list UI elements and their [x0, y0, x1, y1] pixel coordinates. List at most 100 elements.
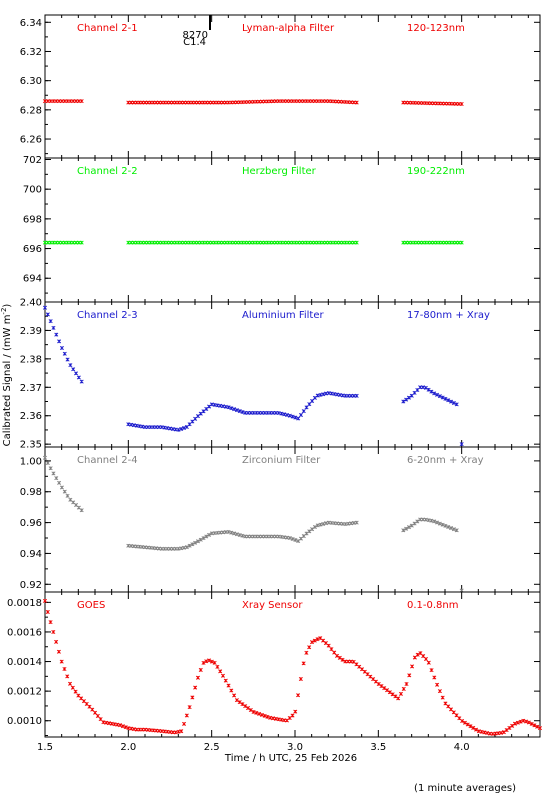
data-point — [354, 520, 359, 525]
panel-band-label: 17-80nm + Xray — [407, 310, 490, 321]
y-axis-label-main: Calibrated Signal / (mW m — [2, 315, 13, 447]
data-point — [68, 363, 73, 368]
data-point — [521, 718, 526, 723]
data-point — [226, 683, 231, 688]
data-point — [468, 724, 473, 729]
data-point — [293, 415, 298, 420]
data-point — [243, 704, 248, 709]
data-point — [385, 688, 390, 693]
data-point — [459, 442, 464, 447]
data-point — [184, 713, 189, 718]
data-point — [454, 713, 459, 718]
data-point — [195, 539, 200, 544]
data-point — [499, 730, 504, 735]
panel-band-label: 120-123nm — [407, 23, 465, 34]
data-point — [90, 707, 95, 712]
data-point — [404, 397, 409, 402]
data-point — [301, 409, 306, 414]
panel-filter-label: Zirconium Filter — [242, 455, 321, 466]
data-point — [298, 676, 303, 682]
panel-frame — [44, 591, 541, 738]
panel-frame — [44, 301, 541, 448]
data-point — [51, 629, 56, 635]
data-point — [209, 659, 214, 664]
data-point — [301, 661, 306, 666]
data-point — [409, 393, 414, 398]
data-point — [407, 673, 412, 678]
data-point — [354, 240, 359, 245]
data-point — [229, 406, 234, 411]
data-point — [471, 725, 476, 730]
panel-frame — [44, 446, 541, 593]
panel-band-label: 190-222nm — [407, 166, 465, 177]
data-point — [204, 534, 209, 539]
y-tick-label: 0.0018 — [7, 598, 42, 609]
data-point — [310, 527, 315, 532]
y-tick-label: 2.35 — [20, 440, 42, 451]
data-point — [315, 637, 320, 642]
x-tick-label: 3.5 — [370, 742, 386, 753]
data-point — [176, 427, 181, 432]
data-point — [309, 640, 314, 645]
panel-4: 0.92 0.94 0.96 0.98 1.00 Channel 2-4 Zirconium… — [20, 446, 541, 593]
panel-channel-label: Channel 2-3 — [77, 310, 138, 321]
data-point — [179, 426, 184, 431]
data-point — [440, 695, 445, 700]
data-point — [42, 455, 48, 460]
data-point — [401, 686, 406, 691]
y-tick-label: 702 — [23, 155, 42, 166]
data-point — [429, 668, 434, 673]
data-point — [237, 700, 242, 705]
data-point — [379, 684, 384, 689]
panel-5: 0.0010 0.0012 0.0014 0.0016 0.0018 GOES Xray S… — [7, 591, 543, 753]
data-point — [429, 389, 434, 394]
data-point — [182, 721, 187, 726]
data-point — [451, 527, 456, 532]
data-point — [524, 719, 529, 724]
data-point — [65, 357, 70, 362]
panel-filter-label: Herzberg Filter — [242, 166, 317, 177]
x-tick-label: 1.5 — [37, 742, 53, 753]
data-point — [423, 385, 428, 390]
data-point — [304, 650, 309, 655]
data-point — [257, 711, 262, 716]
data-point — [440, 522, 445, 527]
x-tick-label: 2.5 — [204, 742, 220, 753]
data-point — [59, 345, 64, 351]
y-tick-label: 700 — [23, 185, 42, 196]
data-point — [195, 675, 200, 680]
data-point — [423, 657, 429, 662]
data-point — [229, 530, 234, 535]
data-point — [432, 391, 437, 396]
data-point — [62, 666, 67, 672]
data-point — [290, 414, 295, 419]
data-point — [123, 725, 128, 730]
data-point — [234, 408, 239, 413]
data-point — [451, 710, 456, 715]
data-point — [454, 402, 459, 407]
data-point — [429, 518, 434, 523]
data-point — [412, 390, 417, 395]
data-point — [240, 533, 245, 538]
data-point — [223, 678, 228, 683]
data-point — [65, 493, 70, 498]
data-point — [79, 379, 84, 384]
data-point — [95, 713, 100, 718]
data-point — [326, 643, 331, 648]
y-tick-label: 0.0016 — [7, 627, 42, 638]
y-axis-label-end: ) — [2, 304, 13, 308]
data-point — [460, 718, 465, 724]
data-point — [70, 685, 75, 690]
y-tick-label: 696 — [23, 244, 42, 255]
data-point — [279, 411, 284, 416]
data-point — [226, 529, 231, 534]
flare-class-label: C1.4 — [183, 37, 206, 48]
data-point — [409, 523, 414, 528]
data-point — [340, 657, 345, 662]
data-point — [504, 728, 509, 733]
data-point — [382, 686, 387, 691]
y-tick-label: 0.94 — [20, 549, 42, 560]
data-point — [59, 659, 64, 664]
data-point — [296, 416, 301, 421]
